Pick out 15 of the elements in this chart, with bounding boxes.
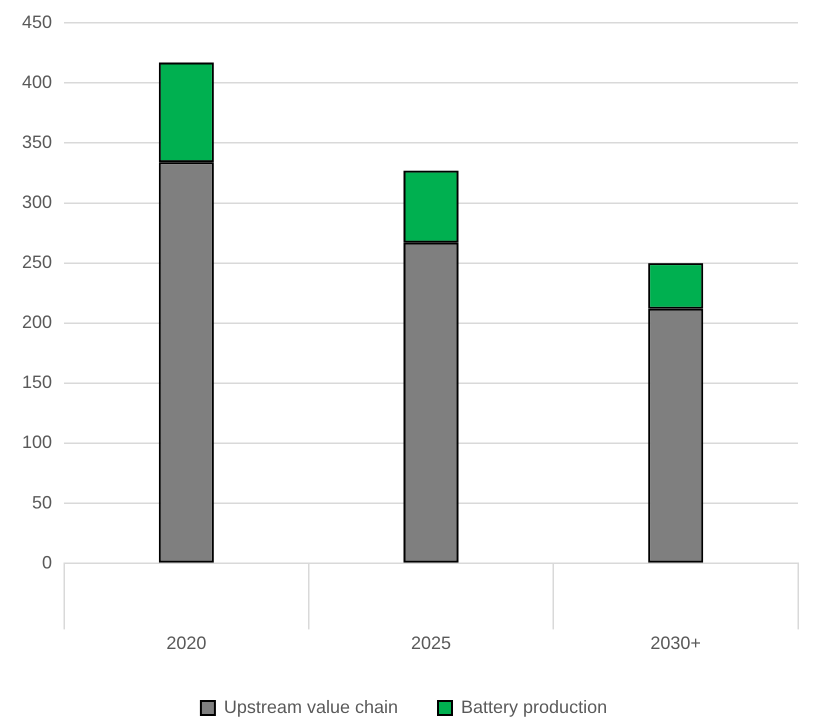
y-tick-label: 400 [22, 72, 52, 92]
y-tick-label: 200 [22, 312, 52, 332]
y-tick-label: 100 [22, 432, 52, 452]
legend-label: Battery production [461, 696, 608, 717]
y-tick-label: 300 [22, 192, 52, 212]
legend-label: Upstream value chain [224, 696, 398, 717]
y-tick-label: 150 [22, 372, 52, 392]
y-tick-label: 250 [22, 252, 52, 272]
y-tick-label: 450 [22, 12, 52, 32]
y-tick-label: 50 [32, 492, 52, 512]
y-tick-label: 350 [22, 132, 52, 152]
x-tick-label: 2020 [166, 633, 206, 654]
x-tick-label: 2030+ [650, 633, 701, 654]
x-tick-label: 2025 [410, 633, 452, 654]
y-tick-label: 0 [42, 552, 52, 572]
